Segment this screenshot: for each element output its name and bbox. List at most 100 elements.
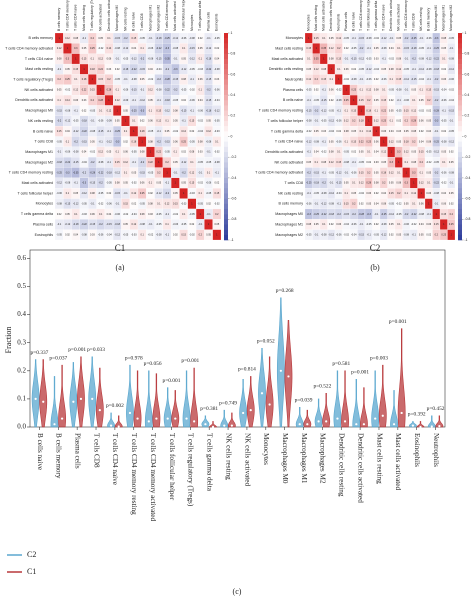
cell-label: 0.12 bbox=[65, 37, 70, 40]
median-dot bbox=[223, 424, 226, 427]
cell-label: -0.22 bbox=[81, 223, 87, 226]
colorbar-step bbox=[458, 141, 462, 148]
cell-label: -0.22 bbox=[434, 182, 440, 185]
cell-label: 0.05 bbox=[165, 130, 170, 133]
violin bbox=[371, 370, 380, 428]
cell-label: -0.1 bbox=[206, 151, 211, 154]
cell-label: -0.15 bbox=[115, 192, 121, 195]
cell-label: -0.06 bbox=[173, 223, 179, 226]
cell-label: 0.15 bbox=[321, 78, 326, 81]
cell-label: -0.3 bbox=[307, 213, 312, 216]
median-dot bbox=[79, 397, 83, 401]
cell-label: -0.05 bbox=[359, 68, 365, 71]
cell-label: -0.03 bbox=[198, 68, 204, 71]
cell-label: -0.02 bbox=[344, 233, 350, 236]
cell-label: 0.02 bbox=[441, 130, 446, 133]
cell-label: 1 bbox=[100, 89, 102, 92]
cell-label: -0.05 bbox=[419, 47, 425, 50]
cell-label: 0.2 bbox=[337, 47, 341, 50]
violin bbox=[126, 364, 134, 428]
cell-label: -0.05 bbox=[139, 202, 145, 205]
colorbar-tick-label: 1 bbox=[465, 31, 467, 35]
cell-label: 0.08 bbox=[140, 151, 145, 154]
cell-label: -0.22 bbox=[98, 171, 104, 174]
cell-label: -0.3 bbox=[434, 120, 439, 123]
cell-label: -0.2 bbox=[165, 68, 170, 71]
column-label: B cells memory bbox=[427, 8, 431, 31]
column-label: Macrophages M0 bbox=[115, 5, 119, 31]
cell-label: 0.1 bbox=[367, 151, 371, 154]
cell-label: 0.08 bbox=[329, 151, 334, 154]
cell-label: 0.2 bbox=[165, 161, 169, 164]
cell-label: -0.04 bbox=[131, 213, 137, 216]
cell-label: -0.02 bbox=[173, 130, 179, 133]
row-label: Plasma cells bbox=[33, 222, 53, 226]
violin bbox=[360, 387, 368, 428]
cell-label: -0.15 bbox=[98, 130, 104, 133]
colorbar-tick-label: 0.2 bbox=[231, 114, 236, 118]
cell-label: 0.08 bbox=[173, 109, 178, 112]
cell-label: -0.12 bbox=[81, 192, 87, 195]
cell-label: 0.12 bbox=[404, 151, 409, 154]
cell-label: -0.12 bbox=[449, 140, 455, 143]
cell-label: 0.08 bbox=[321, 161, 326, 164]
cell-label: 1 bbox=[406, 171, 408, 174]
cell-label: 0.08 bbox=[396, 182, 401, 185]
cell-label: 0.05 bbox=[206, 120, 211, 123]
cell-label: -0.08 bbox=[314, 140, 320, 143]
violin bbox=[303, 409, 312, 428]
cell-label: -0.1 bbox=[206, 213, 211, 216]
median-dot bbox=[109, 424, 113, 427]
cell-label: 0.1 bbox=[390, 78, 394, 81]
cell-label: 0.08 bbox=[181, 78, 186, 81]
cell-label: -0.25 bbox=[411, 37, 417, 40]
colorbar-step bbox=[458, 183, 462, 189]
colorbar-step bbox=[458, 224, 462, 230]
p-value: p=0.001 bbox=[68, 347, 86, 353]
cell-label: 0.12 bbox=[329, 47, 334, 50]
cell-label: 1 bbox=[92, 78, 94, 81]
cell-label: 0.06 bbox=[419, 202, 424, 205]
cell-label: -0.12 bbox=[381, 233, 387, 236]
cell-label: -0.1 bbox=[165, 233, 170, 236]
colorbar-tick-label: 0 bbox=[465, 134, 467, 138]
p-value: p=0.337 bbox=[30, 350, 48, 356]
cell-label: -0.18 bbox=[115, 223, 121, 226]
p-value: p=0.268 bbox=[276, 288, 294, 294]
cell-label: 0.04 bbox=[314, 151, 319, 154]
cell-label: 1 bbox=[413, 182, 415, 185]
violin bbox=[295, 407, 304, 428]
panel-title: C1 bbox=[115, 243, 126, 253]
column-label: Neutrophils bbox=[337, 14, 341, 31]
cell-label: 0.06 bbox=[329, 89, 334, 92]
cell-label: -0.1 bbox=[74, 182, 79, 185]
cell-label: 0.2 bbox=[382, 182, 386, 185]
median-dot bbox=[298, 423, 301, 426]
cell-label: 0.15 bbox=[344, 202, 349, 205]
cell-label: -0.08 bbox=[396, 89, 402, 92]
p-value: p=0.392 bbox=[408, 412, 426, 418]
cell-label: 0.05 bbox=[374, 171, 379, 174]
cell-label: 0.03 bbox=[374, 58, 379, 61]
cell-label: -0.06 bbox=[336, 140, 342, 143]
cell-label: -0.1 bbox=[82, 37, 87, 40]
cell-label: 0.05 bbox=[389, 109, 394, 112]
cell-label: 0.2 bbox=[57, 78, 61, 81]
row-label: T cells CD4 memory activated bbox=[255, 171, 303, 175]
colorbar-step bbox=[224, 69, 228, 75]
cell-label: 0.02 bbox=[441, 68, 446, 71]
cell-label: 0.22 bbox=[148, 161, 153, 164]
cell-label: -0.12 bbox=[214, 109, 220, 112]
cell-label: 1 bbox=[323, 58, 325, 61]
cell-label: 0.05 bbox=[389, 182, 394, 185]
cell-label: 0.15 bbox=[181, 233, 186, 236]
cell-label: 0.05 bbox=[396, 233, 401, 236]
cell-label: 0.05 bbox=[374, 47, 379, 50]
cell-label: -0.02 bbox=[173, 213, 179, 216]
cell-label: 0.15 bbox=[73, 68, 78, 71]
x-tick-label: Mast cells resting bbox=[375, 433, 383, 484]
x-tick-label: T cells CD4 memory activated bbox=[149, 433, 157, 521]
cell-label: -0.2 bbox=[404, 37, 409, 40]
cell-label: 0.02 bbox=[148, 192, 153, 195]
cell-label: 0.06 bbox=[148, 120, 153, 123]
